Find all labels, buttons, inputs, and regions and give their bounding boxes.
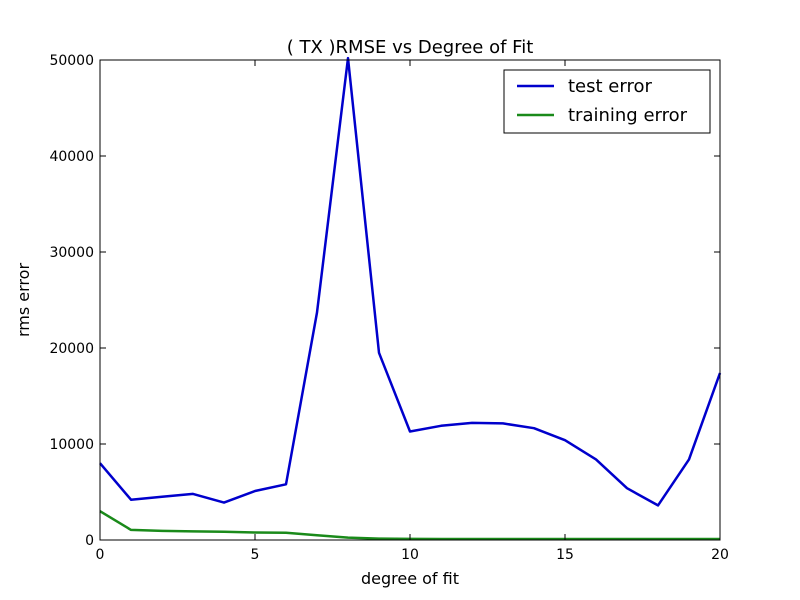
x-tick-label: 10 bbox=[401, 547, 419, 563]
plot-area: 0 5 10 15 20 0 10000 20000 30000 40000 50000 test e… bbox=[49, 53, 728, 563]
y-tick-label: 50000 bbox=[49, 53, 94, 69]
series-line-0 bbox=[99, 56, 722, 507]
y-axis-label: rms error bbox=[14, 263, 33, 337]
legend-label-1: training error bbox=[568, 105, 688, 126]
chart-title: ( TX )RMSE vs Degree of Fit bbox=[287, 37, 534, 58]
y-tick-label: 30000 bbox=[49, 245, 94, 261]
legend-label-0: test error bbox=[568, 76, 652, 97]
y-tick-label: 20000 bbox=[49, 341, 94, 357]
legend-box bbox=[503, 69, 711, 134]
y-tick-label: 10000 bbox=[49, 437, 94, 453]
y-tick-label: 40000 bbox=[49, 149, 94, 165]
x-tick-label: 15 bbox=[556, 547, 574, 563]
x-tick-label: 0 bbox=[96, 547, 105, 563]
y-tick-label: 0 bbox=[85, 533, 94, 549]
x-tick-label: 5 bbox=[251, 547, 260, 563]
x-tick-label: 20 bbox=[711, 547, 729, 563]
x-axis-label: degree of fit bbox=[361, 569, 459, 588]
